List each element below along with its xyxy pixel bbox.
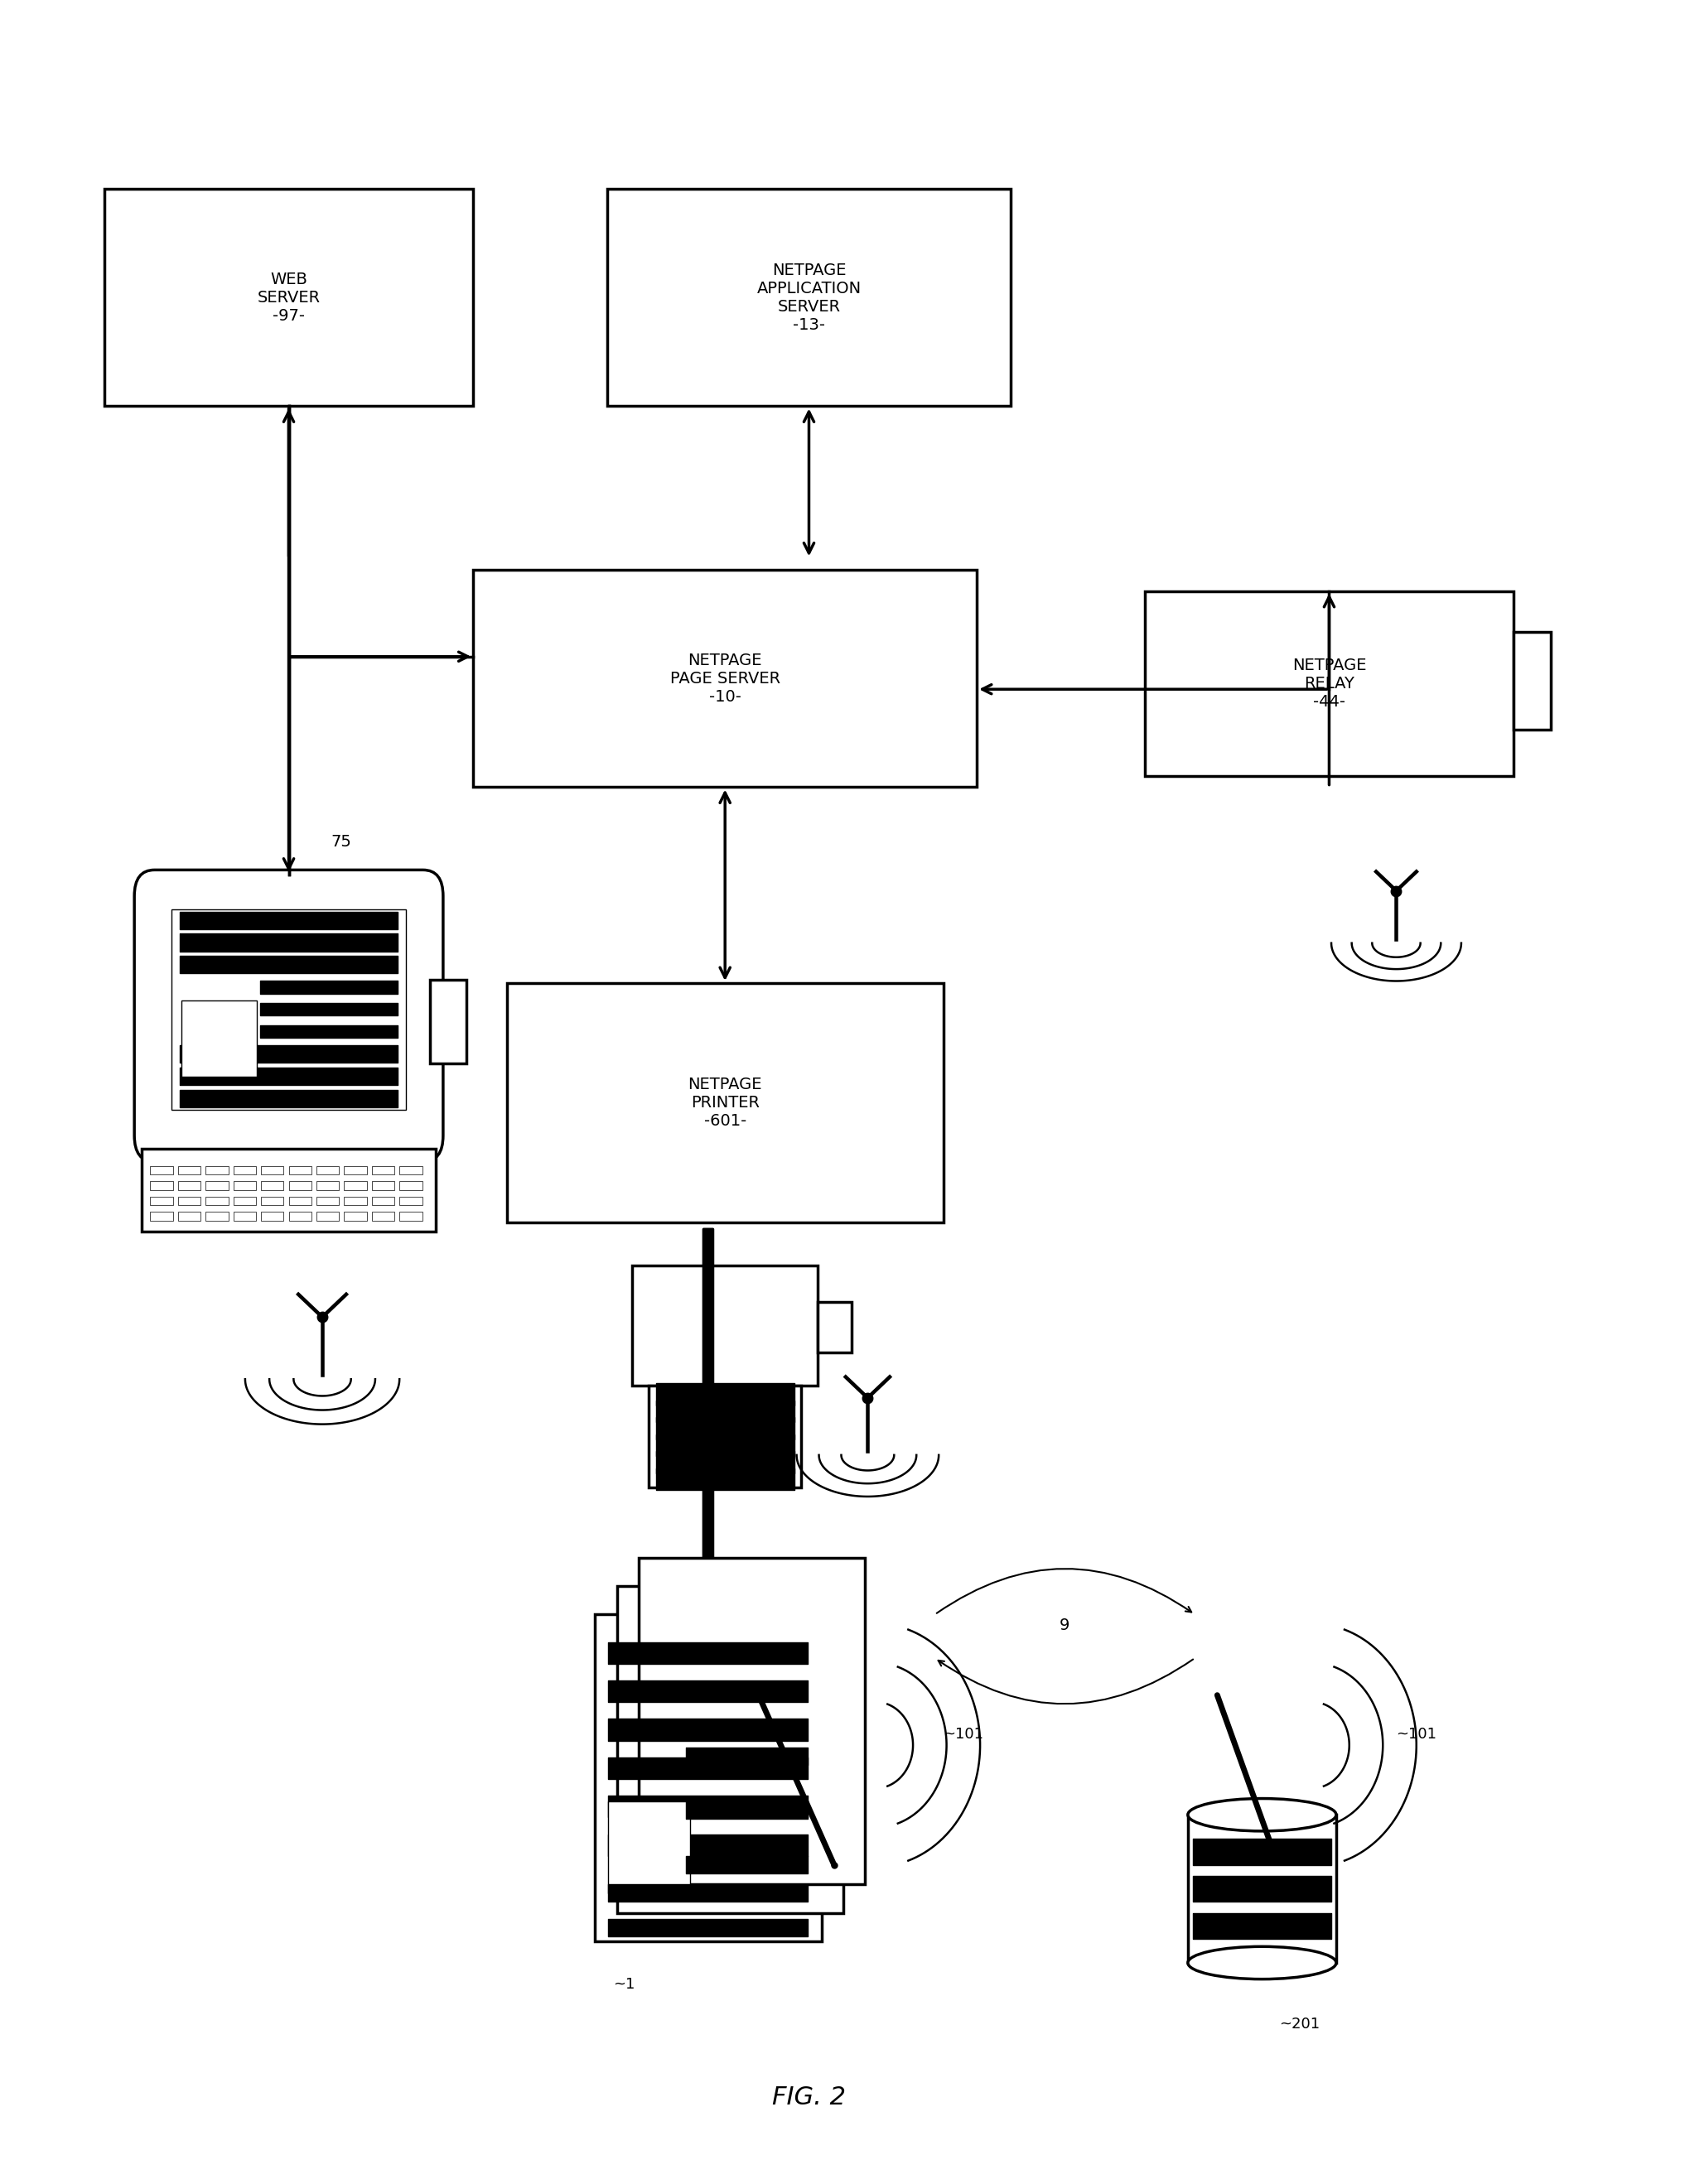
Bar <box>317 1182 339 1190</box>
Text: NETPAGE
PAGE SERVER
-10-: NETPAGE PAGE SERVER -10- <box>671 653 780 705</box>
Bar <box>317 1212 339 1221</box>
Text: WEB
SERVER
-97-: WEB SERVER -97- <box>258 271 320 323</box>
Bar <box>261 1212 283 1221</box>
Text: ~1: ~1 <box>613 1977 635 1992</box>
Bar <box>206 1182 227 1190</box>
Bar <box>617 1586 842 1913</box>
Bar <box>261 1197 283 1206</box>
Bar <box>288 1212 312 1221</box>
Bar <box>179 1197 201 1206</box>
Bar <box>150 1197 174 1206</box>
Text: ~101: ~101 <box>1397 1728 1437 1741</box>
Text: 9: 9 <box>1060 1618 1070 1634</box>
Bar <box>399 1197 423 1206</box>
Bar <box>142 1149 435 1232</box>
Bar <box>288 1182 312 1190</box>
Bar <box>150 1212 174 1221</box>
Bar <box>372 1166 394 1175</box>
Bar <box>206 1197 227 1206</box>
FancyBboxPatch shape <box>507 983 944 1223</box>
Bar <box>179 1166 201 1175</box>
Text: NETPAGE
APPLICATION
SERVER
-13-: NETPAGE APPLICATION SERVER -13- <box>757 262 861 332</box>
Bar <box>233 1166 256 1175</box>
Text: ~201: ~201 <box>1279 2016 1319 2031</box>
Bar <box>817 1302 851 1352</box>
Bar <box>1513 631 1550 729</box>
Bar <box>150 1166 174 1175</box>
Bar <box>172 909 406 1109</box>
Bar <box>317 1197 339 1206</box>
Bar <box>206 1166 227 1175</box>
FancyBboxPatch shape <box>473 570 977 786</box>
Bar <box>372 1182 394 1190</box>
Bar <box>233 1182 256 1190</box>
Bar <box>233 1212 256 1221</box>
Bar <box>344 1182 367 1190</box>
Ellipse shape <box>1188 1797 1336 1830</box>
Bar <box>150 1182 174 1190</box>
Bar <box>317 1166 339 1175</box>
Bar <box>288 1197 312 1206</box>
Bar <box>639 1557 864 1885</box>
Text: 75: 75 <box>330 834 350 850</box>
Bar <box>344 1166 367 1175</box>
FancyBboxPatch shape <box>135 869 443 1162</box>
Ellipse shape <box>1188 1946 1336 1979</box>
Bar <box>399 1166 423 1175</box>
Bar <box>632 1265 817 1387</box>
Bar <box>261 1182 283 1190</box>
Bar <box>1188 1815 1336 1963</box>
FancyBboxPatch shape <box>104 188 473 406</box>
Bar <box>179 1212 201 1221</box>
Bar <box>206 1212 227 1221</box>
Bar <box>430 981 467 1064</box>
Bar <box>233 1197 256 1206</box>
Bar <box>649 1387 800 1487</box>
Bar <box>344 1197 367 1206</box>
Bar <box>261 1166 283 1175</box>
Bar <box>608 1802 689 1894</box>
Bar <box>344 1212 367 1221</box>
Bar <box>399 1182 423 1190</box>
Text: NETPAGE
PRINTER
-601-: NETPAGE PRINTER -601- <box>687 1077 762 1129</box>
Bar <box>179 1182 201 1190</box>
Text: NETPAGE
RELAY
-44-: NETPAGE RELAY -44- <box>1292 657 1367 710</box>
Text: ~101: ~101 <box>944 1728 984 1741</box>
FancyBboxPatch shape <box>1144 592 1513 775</box>
Bar <box>399 1212 423 1221</box>
Text: FIG. 2: FIG. 2 <box>772 2086 846 2110</box>
Bar <box>372 1197 394 1206</box>
Bar <box>372 1212 394 1221</box>
Bar <box>182 1000 256 1077</box>
Bar <box>595 1614 822 1942</box>
Bar <box>288 1166 312 1175</box>
FancyBboxPatch shape <box>608 188 1011 406</box>
